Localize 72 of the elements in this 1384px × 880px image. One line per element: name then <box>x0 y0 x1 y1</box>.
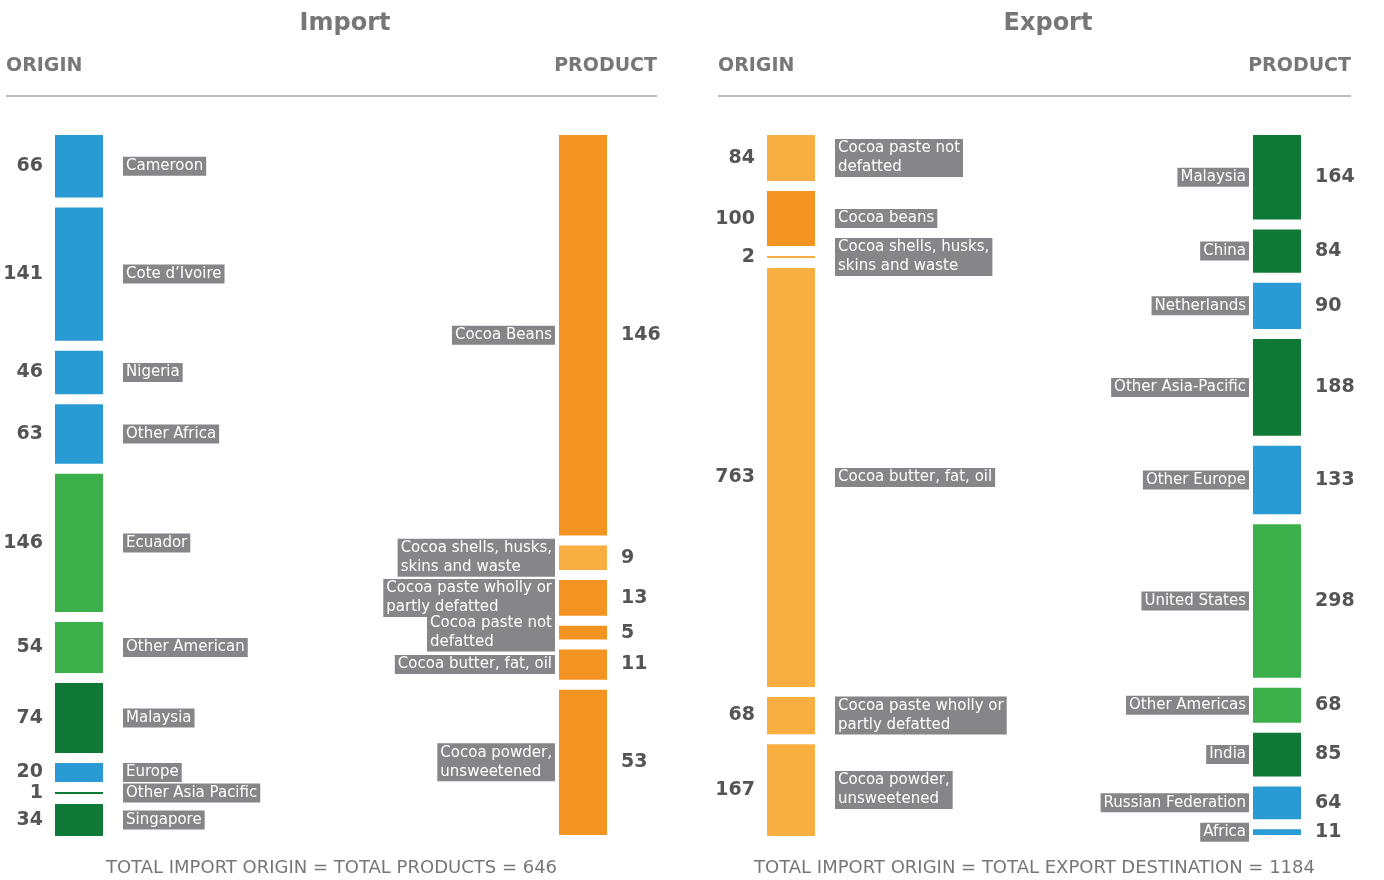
category-label: Cocoa paste wholly or partly defatted <box>386 578 553 616</box>
category-label: United States <box>1144 590 1247 609</box>
data-label: 84 <box>728 144 755 167</box>
category-label: Cameroon <box>126 156 204 175</box>
category-label: Other American <box>126 637 245 656</box>
category-label: Malaysia <box>1180 167 1246 186</box>
data-label: 100 <box>715 205 755 228</box>
data-label: 5 <box>621 619 635 642</box>
data-label: 53 <box>621 749 648 772</box>
category-label: China <box>1203 240 1247 259</box>
data-label: 11 <box>1315 819 1342 842</box>
category-label: Cocoa beans <box>838 208 935 227</box>
text: TOTAL IMPORT ORIGIN = TOTAL PRODUCTS = 646 <box>104 855 558 877</box>
category-label: Cocoa shells, husks, skins and waste <box>838 237 990 275</box>
category-label: Other Asia Pacific <box>126 782 258 801</box>
data-label: 64 <box>1315 789 1342 812</box>
data-label: 68 <box>1315 692 1342 715</box>
data-label: 13 <box>621 584 648 607</box>
category-label: India <box>1209 744 1246 763</box>
category-label: Cocoa powder, unsweetened <box>838 770 950 808</box>
category-label: Cote d’Ivoire <box>126 263 222 282</box>
text: TOTAL IMPORT ORIGIN = TOTAL EXPORT DESTINATION = 1184 <box>753 855 1315 877</box>
data-label: 188 <box>1315 374 1355 397</box>
data-label: 63 <box>16 421 43 443</box>
text: PRODUCT <box>554 52 658 75</box>
text: Import <box>299 8 391 37</box>
data-label: 298 <box>1315 587 1355 610</box>
data-label: 133 <box>1315 466 1355 489</box>
text: ORIGIN <box>6 52 83 75</box>
category-label: Cocoa paste not defatted <box>429 613 553 651</box>
category-label: Cocoa Beans <box>454 325 553 344</box>
data-label: 146 <box>3 529 43 552</box>
data-label: 167 <box>715 777 755 799</box>
category-label: Nigeria <box>126 362 180 381</box>
category-label: Other Asia-Pacific <box>1114 377 1247 396</box>
category-label: Singapore <box>126 809 202 828</box>
category-label: Other Americas <box>1128 695 1247 714</box>
data-label: 68 <box>728 702 755 725</box>
data-label: 66 <box>16 153 43 176</box>
category-label: Europe <box>126 762 179 781</box>
category-label: Malaysia <box>126 707 192 726</box>
data-label: 164 <box>1315 164 1355 187</box>
text: Export <box>1003 8 1093 37</box>
data-label: 146 <box>621 322 661 345</box>
category-label: Russian Federation <box>1103 792 1247 811</box>
category-label: Cocoa shells, husks, skins and waste <box>400 538 553 576</box>
category-label: Africa <box>1203 822 1246 841</box>
data-label: 54 <box>16 634 43 657</box>
category-label: Other Africa <box>126 423 217 442</box>
category-label: Cocoa butter, fat, oil <box>838 467 993 486</box>
data-label: 84 <box>1315 237 1342 260</box>
data-label: 141 <box>3 261 43 284</box>
category-label: Cocoa paste not defatted <box>838 138 961 176</box>
data-label: 763 <box>715 464 755 487</box>
text: ORIGIN <box>718 52 795 75</box>
category-label: Cocoa butter, fat, oil <box>397 654 553 673</box>
data-label: 34 <box>16 806 43 829</box>
data-label: 85 <box>1315 741 1342 764</box>
text: PRODUCT <box>1248 52 1352 75</box>
data-label: 74 <box>16 704 43 727</box>
data-label: 9 <box>621 544 635 567</box>
category-label: Ecuador <box>126 532 189 551</box>
data-label: 1 <box>29 779 43 802</box>
data-label: 46 <box>16 359 43 382</box>
data-label: 20 <box>16 759 43 782</box>
data-label: 11 <box>621 651 648 674</box>
data-label: 2 <box>741 243 755 266</box>
category-label: Cocoa paste wholly or partly defatted <box>838 695 1005 733</box>
data-label: 90 <box>1315 292 1342 315</box>
category-label: Netherlands <box>1154 295 1247 314</box>
category-label: Cocoa powder, unsweetened <box>440 742 552 780</box>
category-label: Other Europe <box>1145 469 1246 488</box>
